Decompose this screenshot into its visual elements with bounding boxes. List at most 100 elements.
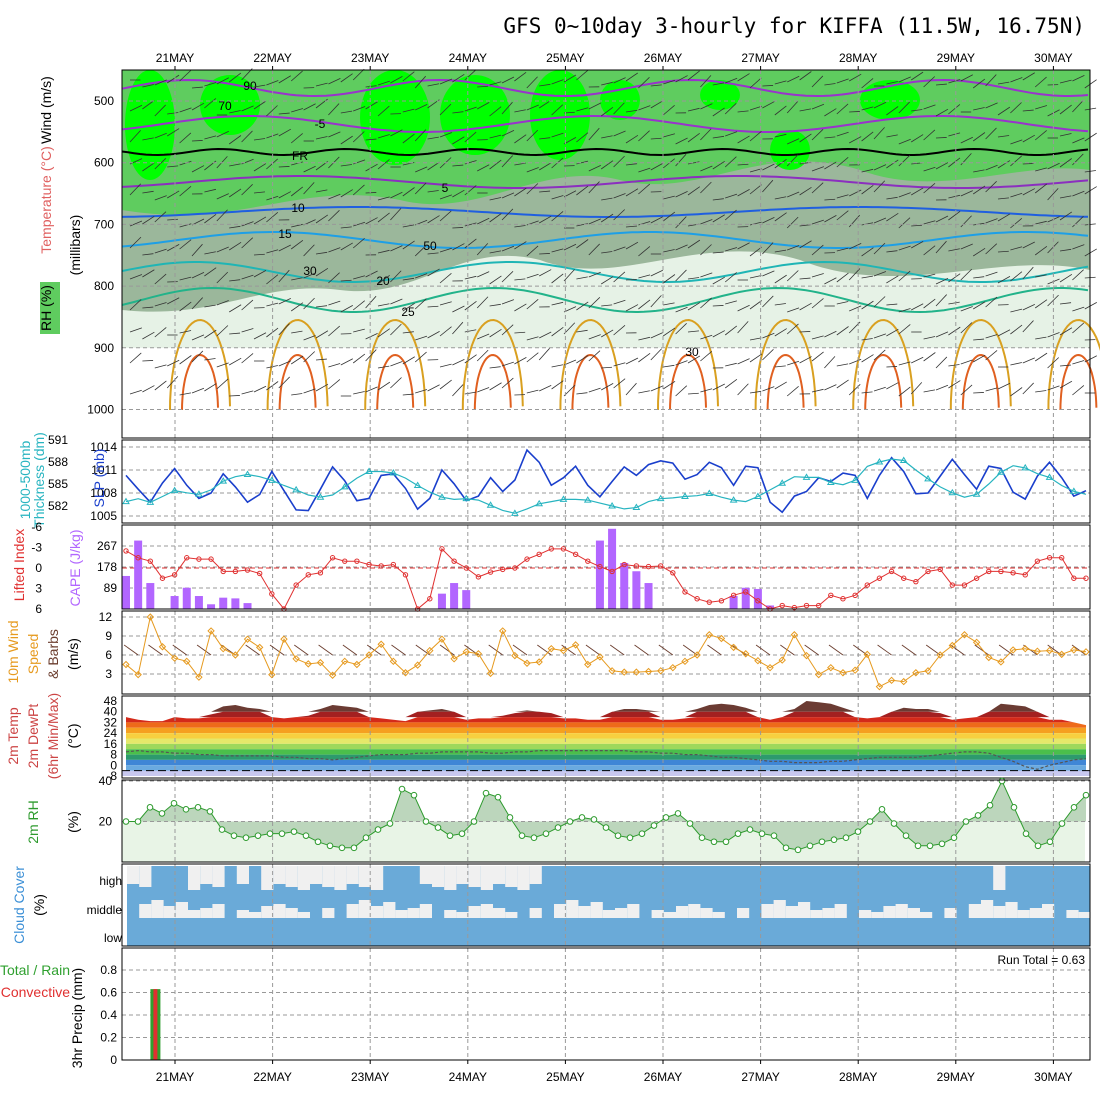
wind-barb <box>749 275 762 279</box>
wind-barb <box>439 272 452 284</box>
rh-point <box>602 824 610 831</box>
rh-point <box>746 826 754 833</box>
rh-point <box>218 826 226 833</box>
wind-barb <box>613 155 625 168</box>
wind-barb <box>811 351 824 362</box>
rh-point <box>782 844 790 852</box>
isotherm-30 <box>364 318 427 411</box>
wind-barb <box>898 386 911 397</box>
wind-barb <box>588 297 601 309</box>
wind-barb <box>489 159 502 170</box>
wind-barb <box>662 158 675 169</box>
wind-barb <box>539 331 552 339</box>
rh-point <box>206 808 214 815</box>
wind-speed-point <box>365 651 373 659</box>
wind-barb <box>786 101 799 114</box>
cape-bar <box>729 596 738 609</box>
wind-barb <box>489 106 502 117</box>
cloud-middle-cell <box>480 904 493 918</box>
rh-label: RH (%) <box>38 285 54 331</box>
rh-point <box>386 820 394 827</box>
lifted-index-point <box>743 589 749 595</box>
cloud-high-cell <box>139 866 152 887</box>
y-tick-label: 588 <box>48 455 68 469</box>
wind-barb <box>1072 269 1084 281</box>
cloud-high-cell <box>419 866 432 884</box>
wind-barb <box>477 333 490 340</box>
wind-barb <box>526 104 539 111</box>
wind-barb <box>365 163 378 172</box>
rh-point <box>806 842 814 850</box>
wind-barb <box>539 385 552 392</box>
wind-barb <box>700 350 713 362</box>
y-tick-label: 178 <box>97 560 117 574</box>
wind-barb <box>266 249 279 254</box>
wind-barb <box>910 71 924 81</box>
wind-barb <box>464 275 477 280</box>
wind-barb <box>799 331 811 333</box>
rh-point <box>458 830 466 837</box>
wind-barb <box>142 306 154 309</box>
wind-barb <box>985 218 998 224</box>
wind-barb <box>687 330 700 333</box>
wind-barb <box>391 644 406 656</box>
cloud-high-cell <box>432 866 445 887</box>
wind-barb <box>985 74 997 87</box>
wind-barb <box>898 217 911 229</box>
wind-barb <box>253 270 267 278</box>
wind-barb <box>762 295 774 308</box>
wind-barb <box>1047 294 1059 307</box>
thickness-point <box>1069 487 1078 494</box>
wind-barb <box>216 325 229 337</box>
cloud-middle-cell <box>590 902 603 918</box>
wind-barb <box>1022 188 1035 196</box>
rh-90-area <box>440 75 510 155</box>
wind-barb <box>315 383 329 392</box>
x-tick-label-bottom: 24MAY <box>449 1070 487 1084</box>
rh-point <box>638 830 646 837</box>
isotherm-label: -5 <box>315 117 326 131</box>
wind-barb <box>923 336 936 340</box>
temp-color-band <box>126 727 1086 734</box>
wind-barb <box>576 392 588 395</box>
cloud-middle-cell <box>883 906 896 918</box>
wind-barb <box>278 323 290 336</box>
wind-barb <box>476 243 489 256</box>
wind-barb <box>601 366 613 369</box>
wind-barb <box>650 332 663 339</box>
wind-barb <box>229 225 241 229</box>
wind-barb <box>724 378 738 389</box>
y-tick-label: 1011 <box>91 463 117 477</box>
cloud-middle-cell <box>285 908 298 918</box>
wind-barb <box>799 71 812 81</box>
wind-barb <box>179 239 192 250</box>
wind-barb <box>290 70 303 82</box>
cloud-middle-cell <box>297 912 310 918</box>
wind-barb <box>749 300 762 310</box>
wind-barb <box>749 105 762 111</box>
wind-barb <box>1084 248 1097 257</box>
lifted-index-point <box>718 598 725 604</box>
wind-barb <box>1047 188 1059 201</box>
cape-bar <box>146 583 155 609</box>
wind-speed-point <box>255 643 264 652</box>
wind-barb <box>774 158 787 169</box>
wind-barb <box>613 271 626 283</box>
rh-label: 90 <box>243 79 257 93</box>
thickness-point <box>122 497 130 505</box>
wind-barb <box>501 299 515 305</box>
wind-barb <box>973 338 985 341</box>
wind-barb <box>390 270 402 283</box>
wind-barb <box>315 136 328 140</box>
wind-barb <box>154 104 166 117</box>
wind-speed-point <box>134 670 142 679</box>
wind-barb <box>749 246 762 257</box>
wind-barb <box>601 81 613 86</box>
wind-barb <box>402 393 414 396</box>
cloud-high-cell <box>529 866 542 884</box>
wind-barb <box>707 644 722 656</box>
wind-speed-point <box>280 635 288 643</box>
wind-barb <box>687 302 701 311</box>
wind-barb <box>464 391 477 395</box>
rh-unit-label: (%) <box>65 811 81 833</box>
